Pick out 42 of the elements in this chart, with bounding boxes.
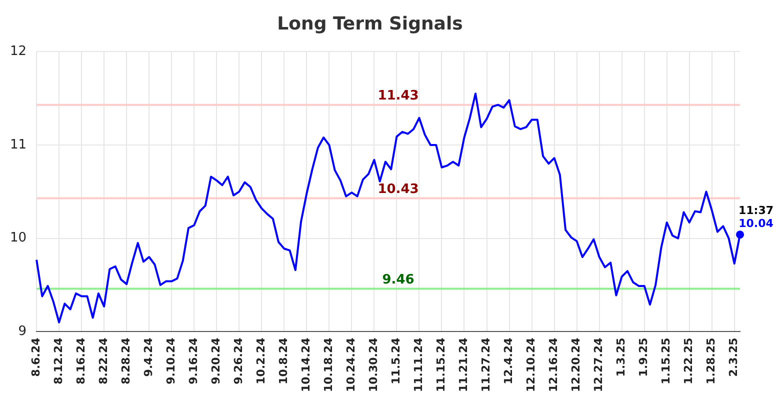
chart-title: Long Term Signals [277, 13, 463, 34]
x-tick-label: 2.3.25 [727, 338, 740, 377]
x-tick-label: 11.11.24 [412, 337, 426, 392]
x-tick-label: 9.16.24 [186, 337, 200, 384]
annotation: 10.04 [738, 216, 774, 230]
x-tick-label: 10.14.24 [300, 337, 313, 392]
x-tick-label: 9.26.24 [232, 337, 245, 384]
x-tick-label: 11.15.24 [434, 337, 448, 392]
x-tick-label: 1.9.25 [637, 338, 650, 377]
ref-line-label: 10.43 [378, 182, 419, 198]
x-tick-label: 10.24.24 [344, 337, 358, 392]
y-tick-label: 12 [10, 44, 27, 59]
ref-line-label: 9.46 [382, 272, 414, 288]
x-tick-label: 8.22.24 [96, 337, 110, 384]
ref-line-label: 11.43 [378, 88, 419, 104]
x-tick-label: 9.4.24 [142, 337, 155, 377]
x-tick-label: 9.20.24 [209, 337, 222, 384]
x-tick-label: 12.4.24 [502, 337, 516, 384]
x-tick-label: 8.16.24 [74, 337, 88, 384]
x-tick-label: 10.2.24 [254, 337, 268, 384]
x-tick-label: 1.15.25 [660, 338, 673, 384]
x-tick-label: 1.28.25 [704, 338, 718, 384]
x-tick-label: 12.27.24 [592, 337, 606, 392]
x-tick-label: 10.8.24 [277, 337, 290, 384]
x-tick-label: 12.10.24 [524, 337, 538, 392]
x-tick-label: 1.22.25 [682, 338, 696, 384]
annotation: 11:37 [738, 204, 774, 217]
x-tick-label: 11.27.24 [480, 337, 493, 392]
y-tick-label: 11 [10, 137, 27, 152]
x-tick-label: 1.3.25 [614, 338, 628, 377]
y-tick-label: 9 [18, 324, 27, 340]
x-tick-label: 8.6.24 [29, 337, 42, 377]
x-tick-label: 10.18.24 [322, 337, 336, 392]
x-tick-label: 9.10.24 [164, 337, 178, 384]
x-tick-label: 12.20.24 [570, 337, 583, 392]
x-tick-label: 11.21.24 [457, 337, 470, 392]
x-tick-label: 10.30.24 [367, 337, 380, 392]
x-tick-label: 8.28.24 [119, 337, 132, 384]
y-tick-label: 10 [10, 230, 27, 246]
x-tick-label: 8.12.24 [52, 337, 65, 384]
x-tick-label: 11.5.24 [390, 337, 403, 384]
x-tick-label: 12.16.24 [547, 337, 560, 392]
